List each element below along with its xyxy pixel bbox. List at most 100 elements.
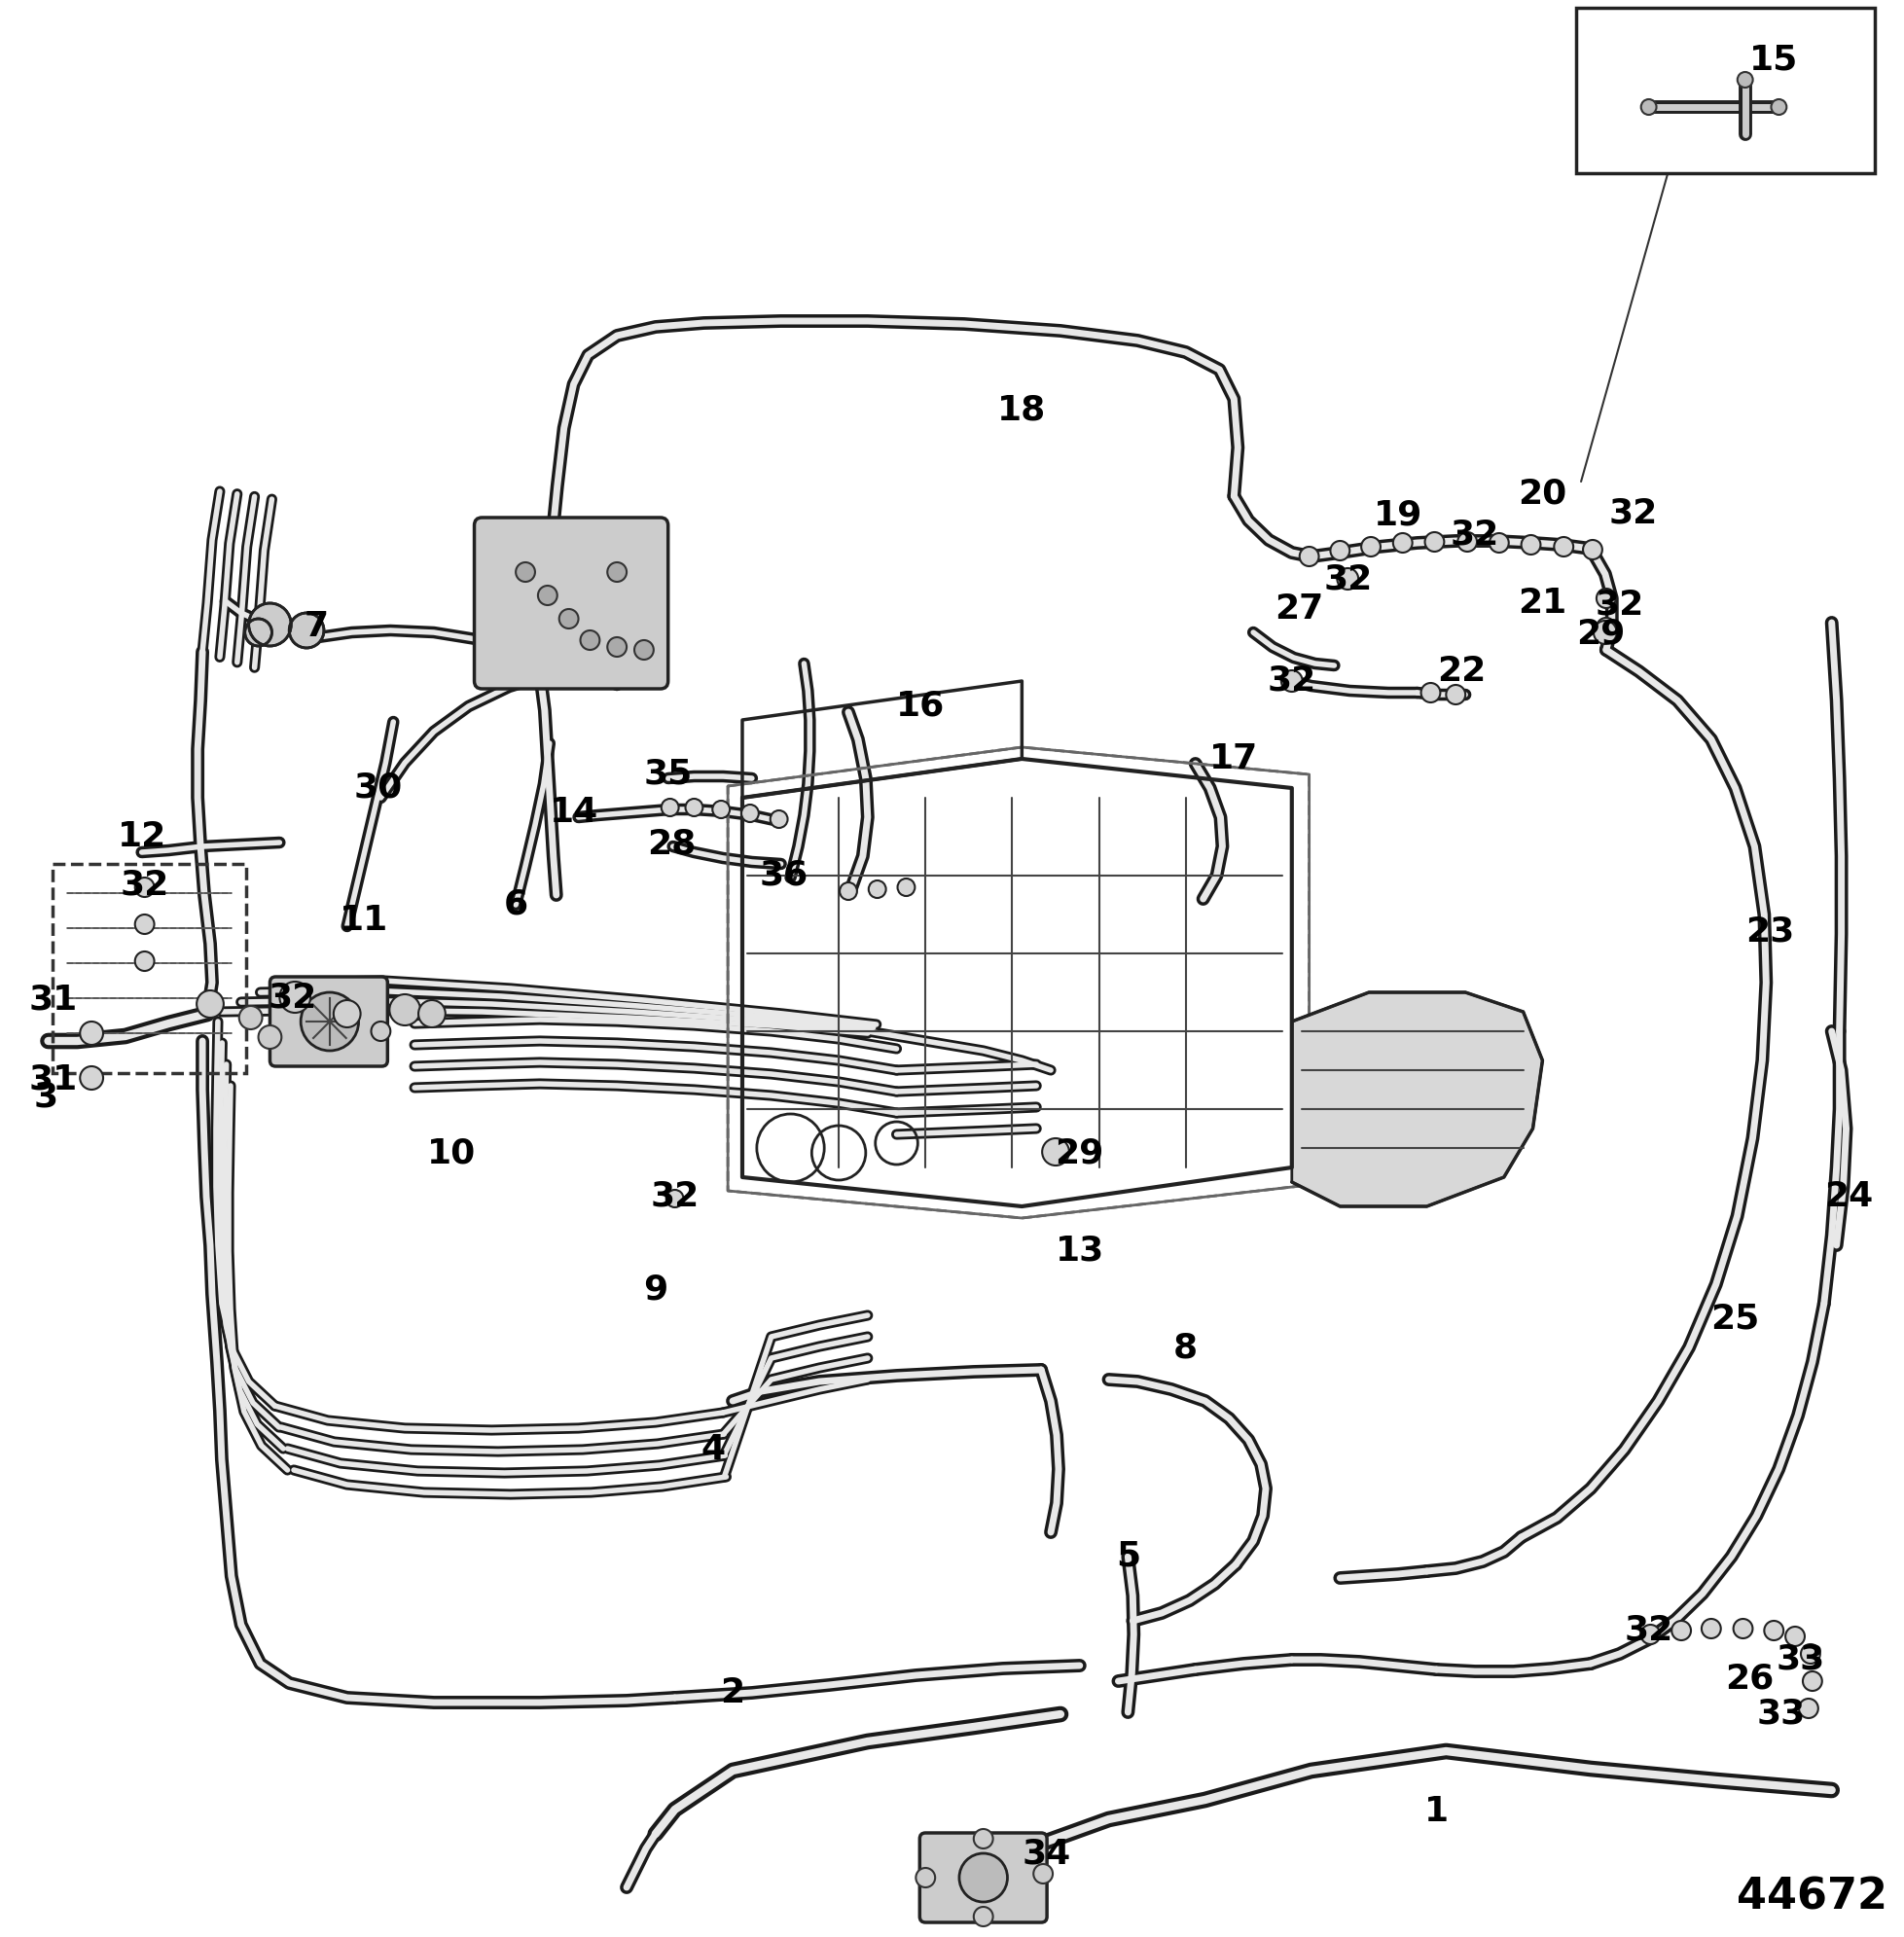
Circle shape bbox=[1445, 686, 1466, 705]
Circle shape bbox=[1361, 537, 1380, 556]
Circle shape bbox=[135, 914, 154, 934]
Text: 18: 18 bbox=[998, 393, 1047, 426]
Circle shape bbox=[80, 1021, 103, 1044]
Text: 14: 14 bbox=[548, 796, 598, 829]
Circle shape bbox=[1733, 1619, 1754, 1639]
Circle shape bbox=[301, 992, 358, 1050]
Text: 1: 1 bbox=[1424, 1796, 1449, 1829]
Text: 13: 13 bbox=[1055, 1234, 1104, 1267]
Text: 12: 12 bbox=[118, 819, 166, 852]
Circle shape bbox=[516, 562, 535, 581]
FancyBboxPatch shape bbox=[270, 976, 388, 1065]
Text: 2: 2 bbox=[720, 1676, 744, 1708]
Circle shape bbox=[634, 639, 653, 661]
Text: 36: 36 bbox=[760, 858, 807, 893]
Text: 29: 29 bbox=[1055, 1137, 1104, 1170]
Circle shape bbox=[1786, 1627, 1805, 1646]
Text: 31: 31 bbox=[29, 984, 78, 1017]
Text: 17: 17 bbox=[1209, 742, 1259, 775]
Text: 5: 5 bbox=[1116, 1540, 1140, 1573]
Text: 28: 28 bbox=[647, 827, 697, 862]
Circle shape bbox=[1641, 99, 1656, 114]
Circle shape bbox=[581, 630, 600, 651]
Text: 33: 33 bbox=[1757, 1697, 1807, 1732]
Circle shape bbox=[1489, 533, 1508, 552]
Circle shape bbox=[1554, 537, 1573, 556]
Circle shape bbox=[685, 798, 703, 815]
Text: 23: 23 bbox=[1746, 916, 1794, 949]
Circle shape bbox=[196, 990, 223, 1017]
Circle shape bbox=[1521, 535, 1540, 554]
Circle shape bbox=[1582, 540, 1603, 560]
Circle shape bbox=[390, 994, 421, 1025]
Text: 22: 22 bbox=[1438, 655, 1485, 688]
Text: 20: 20 bbox=[1517, 478, 1567, 511]
Circle shape bbox=[607, 637, 626, 657]
Circle shape bbox=[246, 618, 272, 647]
Circle shape bbox=[1300, 546, 1319, 566]
Circle shape bbox=[661, 798, 678, 815]
Text: 32: 32 bbox=[651, 1180, 699, 1213]
Text: 31: 31 bbox=[29, 1063, 78, 1096]
Circle shape bbox=[1738, 72, 1754, 87]
Circle shape bbox=[1596, 589, 1616, 608]
Circle shape bbox=[1672, 1621, 1691, 1641]
Circle shape bbox=[1458, 533, 1478, 552]
Circle shape bbox=[1801, 1645, 1820, 1664]
Text: 25: 25 bbox=[1712, 1302, 1759, 1335]
Circle shape bbox=[249, 602, 291, 647]
Circle shape bbox=[1799, 1699, 1818, 1718]
Circle shape bbox=[973, 1906, 994, 1925]
Polygon shape bbox=[1291, 992, 1542, 1207]
Circle shape bbox=[916, 1867, 935, 1887]
Circle shape bbox=[286, 988, 303, 1005]
FancyBboxPatch shape bbox=[474, 517, 668, 690]
Text: 27: 27 bbox=[1276, 593, 1323, 626]
Circle shape bbox=[135, 877, 154, 897]
Text: 26: 26 bbox=[1725, 1662, 1775, 1695]
Circle shape bbox=[973, 1829, 994, 1848]
Circle shape bbox=[419, 999, 446, 1027]
Bar bbox=[53, 864, 246, 1073]
Text: 35: 35 bbox=[644, 757, 693, 790]
Circle shape bbox=[289, 612, 324, 649]
Text: 30: 30 bbox=[354, 771, 402, 804]
Circle shape bbox=[280, 982, 310, 1013]
Circle shape bbox=[259, 1025, 282, 1048]
Circle shape bbox=[607, 562, 626, 581]
Circle shape bbox=[1041, 1139, 1070, 1166]
Text: 32: 32 bbox=[1624, 1614, 1674, 1646]
Circle shape bbox=[1771, 99, 1786, 114]
Text: 32: 32 bbox=[120, 870, 169, 903]
Text: 11: 11 bbox=[341, 905, 388, 938]
Circle shape bbox=[712, 800, 729, 817]
Text: 7: 7 bbox=[305, 610, 327, 643]
Circle shape bbox=[560, 608, 579, 628]
Text: 6: 6 bbox=[503, 889, 527, 922]
Text: 8: 8 bbox=[1173, 1331, 1198, 1364]
Circle shape bbox=[80, 1065, 103, 1091]
Text: 9: 9 bbox=[644, 1273, 668, 1306]
Text: 32: 32 bbox=[1451, 519, 1500, 552]
Text: 32: 32 bbox=[1609, 498, 1658, 531]
Circle shape bbox=[1420, 684, 1439, 703]
Circle shape bbox=[1424, 533, 1443, 552]
Circle shape bbox=[1337, 568, 1358, 589]
Text: 21: 21 bbox=[1517, 587, 1567, 620]
Text: 3: 3 bbox=[34, 1081, 59, 1114]
Bar bbox=[1577, 8, 1875, 172]
Circle shape bbox=[1641, 1625, 1660, 1645]
Circle shape bbox=[1281, 670, 1302, 692]
Circle shape bbox=[741, 804, 758, 821]
Circle shape bbox=[1765, 1621, 1784, 1641]
Text: 10: 10 bbox=[426, 1137, 476, 1170]
Text: 15: 15 bbox=[1750, 45, 1797, 77]
Text: 44672: 44672 bbox=[1736, 1877, 1889, 1918]
Circle shape bbox=[333, 999, 360, 1027]
Text: 32: 32 bbox=[1268, 664, 1316, 697]
Text: 16: 16 bbox=[897, 690, 944, 723]
Circle shape bbox=[1702, 1619, 1721, 1639]
Circle shape bbox=[868, 881, 885, 899]
Text: 4: 4 bbox=[701, 1433, 725, 1466]
Circle shape bbox=[240, 1005, 263, 1029]
